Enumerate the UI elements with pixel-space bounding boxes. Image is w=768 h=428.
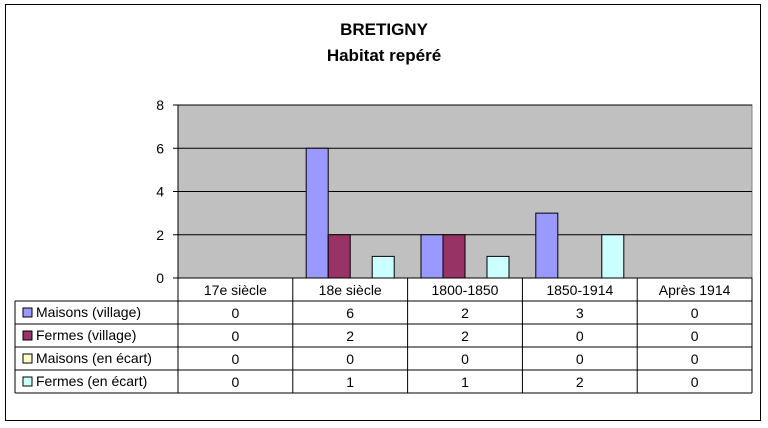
legend-label-maisons-en-ecart: Maisons (en écart) [36,350,152,366]
y-tick-label-2: 2 [156,227,164,243]
legend-label-fermes-village: Fermes (village) [36,327,136,343]
data-label-maisons-village-1800-1850: 2 [461,305,469,321]
x-tick-label-1850-1914: 1850-1914 [546,282,613,298]
legend-key-fermes-en-ecart [22,376,33,387]
data-label-maisons-en-ecart-17e-siecle: 0 [232,351,240,367]
data-label-fermes-en-ecart-apres-1914: 0 [691,374,699,390]
data-label-fermes-village-1850-1914: 0 [576,328,584,344]
data-label-maisons-village-17e-siecle: 0 [232,305,240,321]
data-label-maisons-village-1850-1914: 3 [576,305,584,321]
x-tick-label-apres-1914: Après 1914 [659,282,731,298]
bar-fermes-en-ecart-18e-siecle [371,255,395,279]
data-label-fermes-village-17e-siecle: 0 [232,328,240,344]
data-label-fermes-village-apres-1914: 0 [691,328,699,344]
chart-title: BRETIGNY [340,20,428,39]
bar-fermes-en-ecart-1800-1850 [486,255,510,279]
bar-fermes-village-18e-siecle [327,234,351,279]
x-tick-label-1800-1850: 1800-1850 [432,282,499,298]
legend-key-fermes-village [22,330,33,341]
data-label-maisons-en-ecart-apres-1914: 0 [691,351,699,367]
bar-maisons-village-18e-siecle [305,147,329,279]
data-label-fermes-en-ecart-1850-1914: 2 [576,374,584,390]
y-tick-label-8: 8 [156,97,164,113]
legend-key-maisons-en-ecart [22,353,33,364]
y-tick-label-0: 0 [156,270,164,286]
data-label-maisons-en-ecart-1800-1850: 0 [461,351,469,367]
bar-fermes-village-1800-1850 [442,234,466,279]
bar-fermes-en-ecart-1850-1914 [601,234,625,279]
bar-maisons-village-1850-1914 [535,212,559,279]
data-label-fermes-village-1800-1850: 2 [461,328,469,344]
y-tick-label-4: 4 [156,184,164,200]
data-label-fermes-en-ecart-1800-1850: 1 [461,374,469,390]
y-tick-label-6: 6 [156,140,164,156]
legend-key-maisons-village [22,307,33,318]
legend-label-fermes-en-ecart: Fermes (en écart) [36,373,147,389]
chart-subtitle: Habitat repéré [326,46,442,65]
legend-label-maisons-village: Maisons (village) [36,304,141,320]
x-tick-label-17e-siecle: 17e siècle [204,282,267,298]
data-label-fermes-en-ecart-17e-siecle: 0 [232,374,240,390]
data-label-fermes-en-ecart-18e-siecle: 1 [346,374,354,390]
data-label-maisons-village-18e-siecle: 6 [346,305,354,321]
data-label-fermes-village-18e-siecle: 2 [346,328,354,344]
x-tick-label-18e-siecle: 18e siècle [319,282,382,298]
data-label-maisons-village-apres-1914: 0 [691,305,699,321]
bar-maisons-village-1800-1850 [420,234,444,279]
data-label-maisons-en-ecart-1850-1914: 0 [576,351,584,367]
data-label-maisons-en-ecart-18e-siecle: 0 [346,351,354,367]
